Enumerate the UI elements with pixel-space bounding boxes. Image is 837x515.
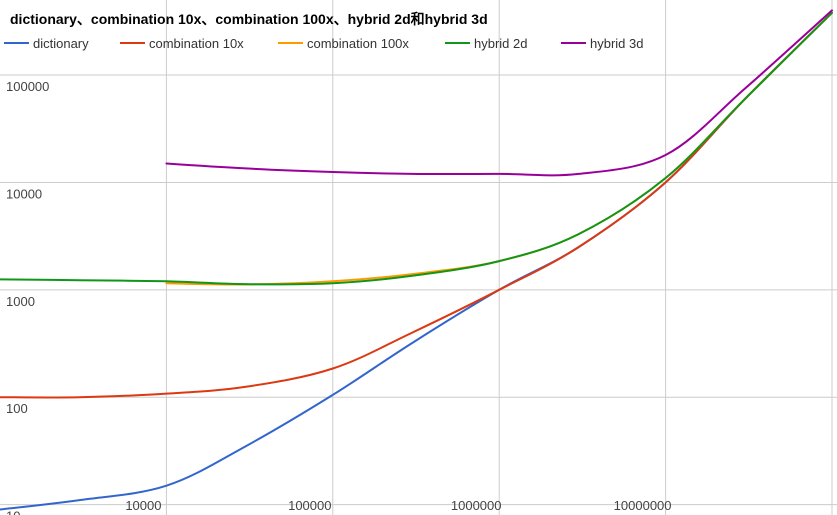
y-tick-label-2: 1000 bbox=[6, 294, 35, 309]
axis-ticks: 10 100 1000 10000 100000 10000 100000 1000000 10… bbox=[6, 79, 672, 515]
legend-label-4: hybrid 3d bbox=[590, 36, 643, 51]
x-tick-label-1: 100000 bbox=[288, 498, 331, 513]
y-tick-label-0: 10 bbox=[6, 509, 20, 515]
series-lines bbox=[0, 9, 833, 511]
chart-title: dictionary、combination 10x、combination 1… bbox=[10, 11, 488, 27]
y-tick-label-4: 100000 bbox=[6, 79, 49, 94]
x-tick-label-0: 10000 bbox=[125, 498, 161, 513]
x-tick-label-3: 10000000 bbox=[614, 498, 672, 513]
series-line-4 bbox=[165, 9, 833, 177]
x-tick-label-2: 1000000 bbox=[451, 498, 502, 513]
legend-label-0: dictionary bbox=[33, 36, 89, 51]
legend: dictionary combination 10x combination 100… bbox=[4, 36, 643, 51]
legend-label-1: combination 10x bbox=[149, 36, 244, 51]
y-tick-label-1: 100 bbox=[6, 401, 28, 416]
legend-label-2: combination 100x bbox=[307, 36, 409, 51]
series-line-3 bbox=[0, 11, 833, 286]
legend-label-3: hybrid 2d bbox=[474, 36, 527, 51]
series-line-1 bbox=[0, 11, 833, 399]
y-tick-label-3: 10000 bbox=[6, 186, 42, 201]
